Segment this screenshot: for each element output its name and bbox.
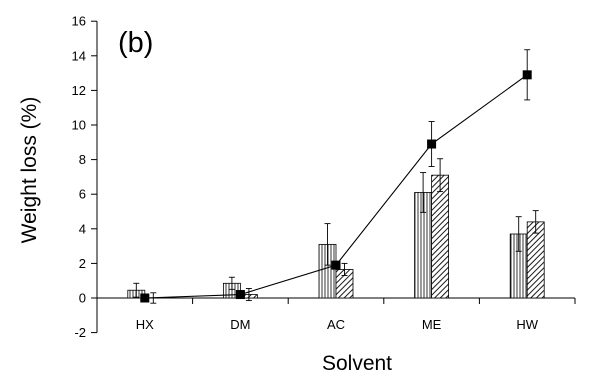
bar-series	[127, 158, 545, 304]
x-tick-label: HX	[136, 317, 154, 332]
line-marker	[140, 293, 150, 303]
axis-labels: -2 0 2 4 6 8 10 12 14 16 HX DM AC ME HW	[72, 14, 539, 340]
x-tick-label: AC	[327, 317, 345, 332]
line-series	[140, 49, 532, 303]
y-tick-label: 2	[79, 256, 86, 271]
y-tick-label: 4	[79, 221, 86, 236]
x-tick-label: ME	[422, 317, 442, 332]
y-tick-label: 12	[72, 83, 86, 98]
x-tick-label: HW	[516, 317, 538, 332]
axes	[91, 20, 576, 334]
y-tick-label: 16	[72, 14, 86, 29]
y-tick-label: 6	[79, 187, 86, 202]
y-tick-label: 0	[79, 291, 86, 306]
y-axis-title: Weight loss (%)	[18, 97, 41, 244]
bar	[431, 174, 450, 299]
panel-label: (b)	[118, 27, 153, 59]
y-tick-label: 10	[72, 118, 86, 133]
line-marker	[235, 290, 245, 300]
y-tick-label: 8	[79, 152, 86, 167]
x-tick-label: DM	[230, 317, 250, 332]
line-marker	[427, 139, 437, 149]
line-marker	[331, 260, 341, 270]
y-tick-label: 14	[72, 48, 86, 63]
line-marker	[522, 70, 532, 80]
x-axis-title: Solvent	[322, 352, 392, 375]
y-tick-label: -2	[74, 325, 86, 340]
